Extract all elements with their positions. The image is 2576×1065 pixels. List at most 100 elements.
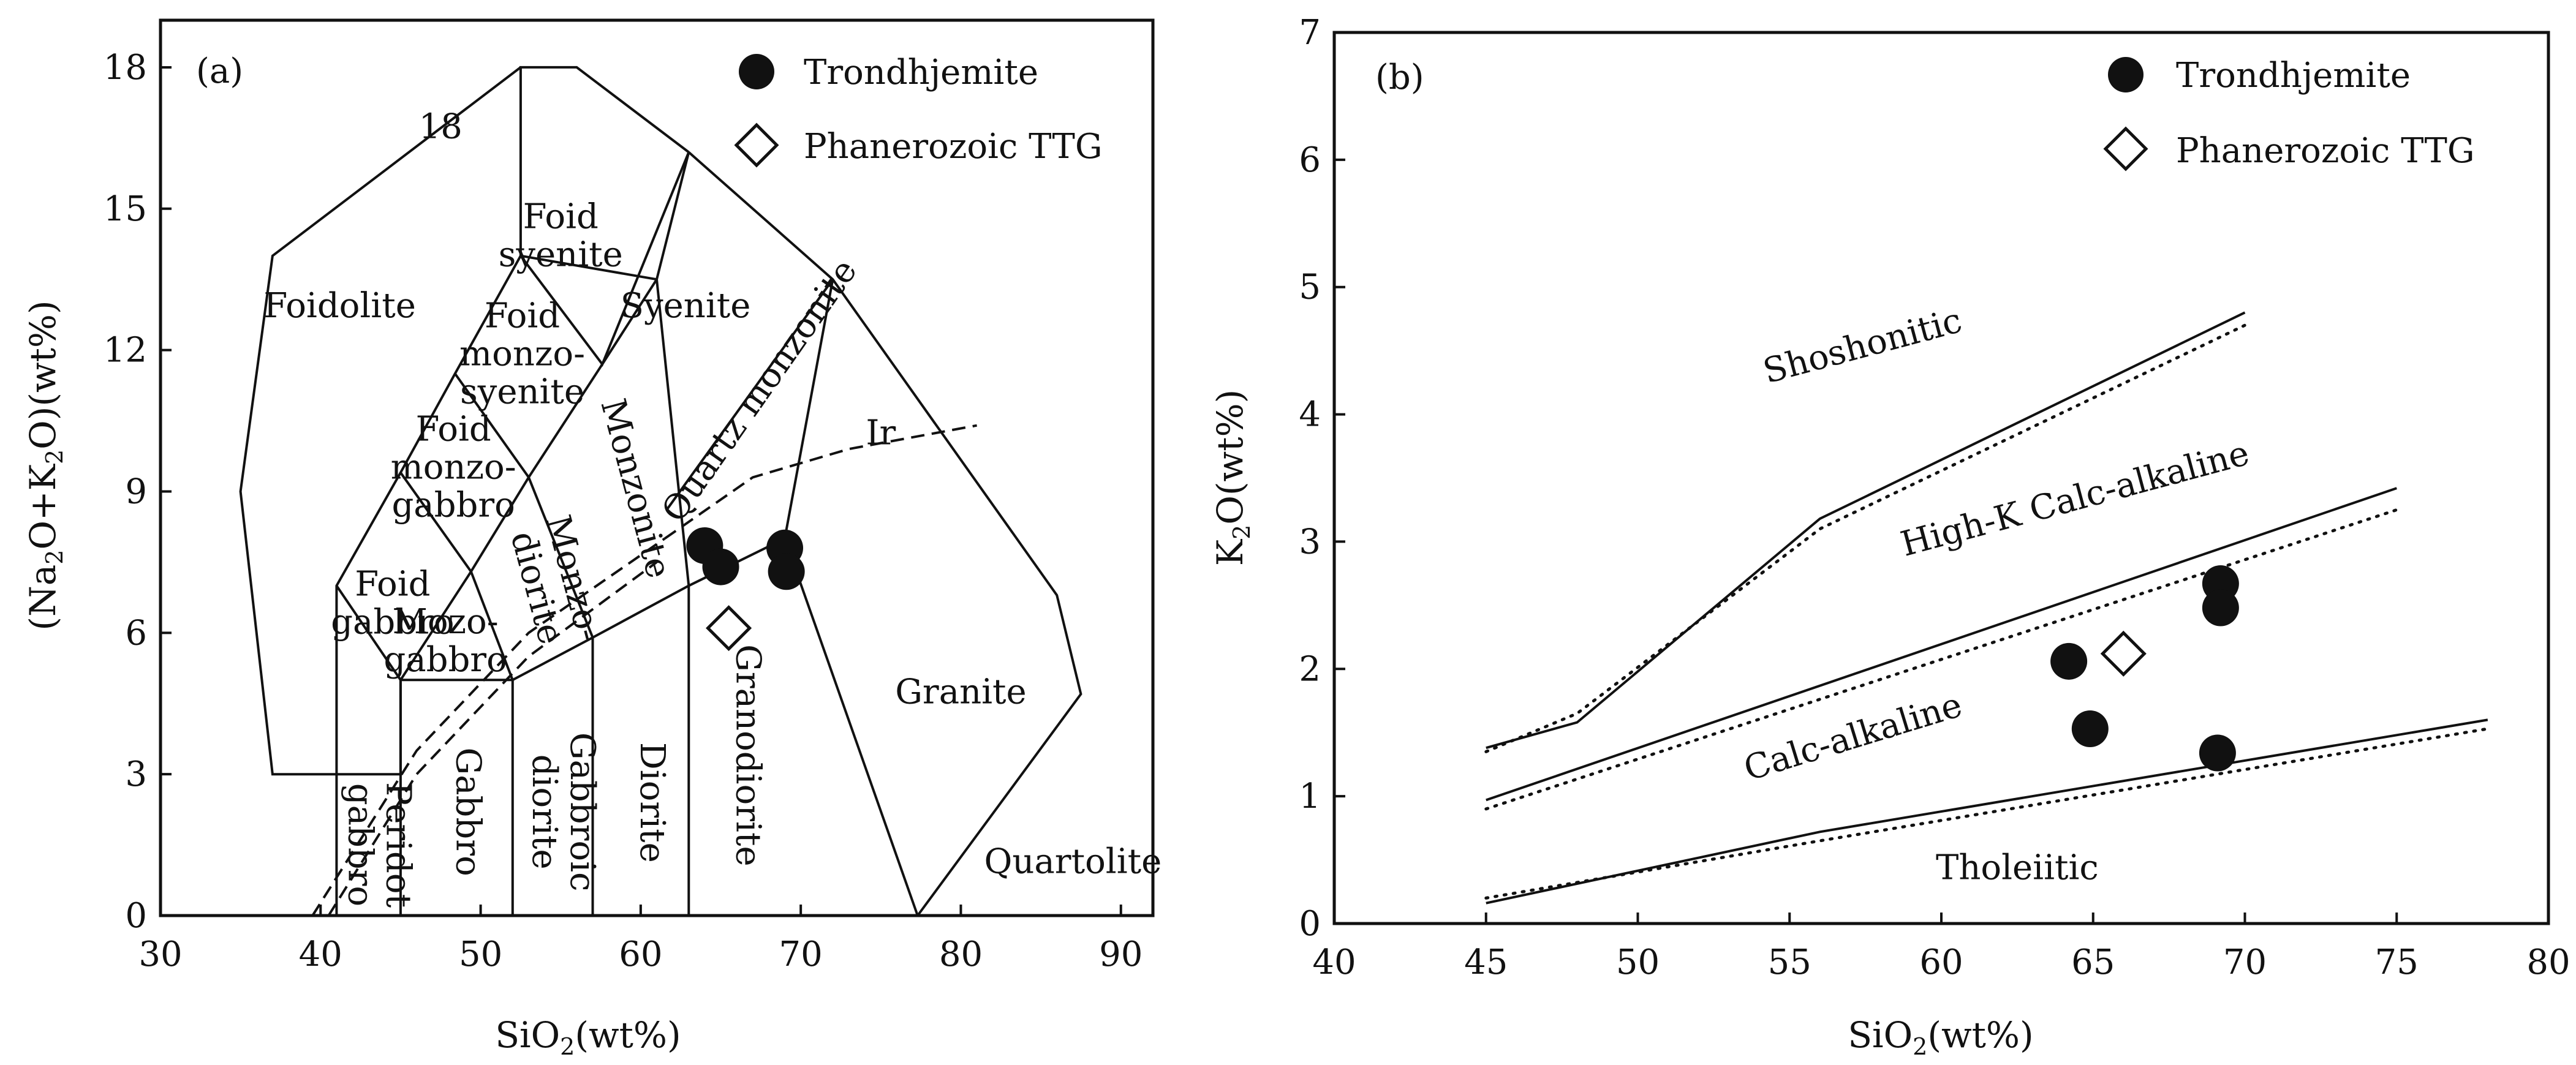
panel-b-field-label: High-K Calc-alkaline <box>1897 433 2253 564</box>
panel-a-y-tick-label: 3 <box>125 755 147 794</box>
panel-a-field-label: Granite <box>895 672 1027 712</box>
panel-a-field-label: Syenite <box>621 286 751 326</box>
panel-a-trondhjemite-point <box>768 553 805 590</box>
panel-a-field-label: Monzo-diorite <box>501 511 610 655</box>
panel-a-field-label: Quartolite <box>984 842 1161 882</box>
panel-b-legend: Trondhjemite Phanerozoic TTG <box>2103 56 2475 171</box>
panel-b-x-tick-label: 60 <box>1919 943 1963 982</box>
panel-a-field-labels: 18 Foidolite Foid syenite Syenite Foid monzo-s… <box>263 107 1161 908</box>
tas-field-boundary <box>655 279 690 586</box>
panel-a-field-label: Foidolite <box>263 286 415 326</box>
panel-a-field-label: Gabbro <box>448 748 488 876</box>
legend-ttg-marker <box>734 122 779 168</box>
panel-b-trondhjemite-point <box>2199 734 2236 772</box>
panel-b-y-axis-title: K2O(wt%) <box>1209 389 1255 566</box>
legend-ttg-label: Phanerozoic TTG <box>804 127 1103 167</box>
tas-field-boundary <box>519 66 690 256</box>
panel-b-x-tick-label: 50 <box>1616 943 1660 982</box>
panel-a-x-tick-label: 70 <box>779 935 823 974</box>
panel-a-x-axis-title: SiO2(wt%) <box>495 1014 681 1060</box>
panel-a-x-tick-label: 90 <box>1099 935 1143 974</box>
panel-b-x-tick-label: 70 <box>2223 943 2267 982</box>
panel-a-field-label: 18 <box>419 107 463 146</box>
legend-ttg-label: Phanerozoic TTG <box>2176 131 2475 171</box>
panel-a-x-tick-label: 80 <box>939 935 983 974</box>
panel-b-x-tick-label: 45 <box>1464 943 1508 982</box>
panel-b-trondhjemite-point <box>2071 710 2109 747</box>
alkaline-subalkaline-divider <box>663 424 977 540</box>
panel-a-field-label: Foid monzo-gabbro <box>391 409 516 525</box>
panel-a-field-label: Foid syenite <box>499 197 623 274</box>
panel-a-y-axis-title: (Na2O+K2O)(wt%) <box>22 300 68 630</box>
panel-a-field-label: Diorite <box>632 742 672 863</box>
panel-b-label: (b) <box>1375 58 1424 97</box>
panel-a-legend: Trondhjemite Phanerozoic TTG <box>734 53 1103 168</box>
panel-b-y-tick-label: 3 <box>1299 522 1321 562</box>
panel-a-x-tick-label: 40 <box>299 935 342 974</box>
series-boundary-dotted <box>1484 727 2490 900</box>
panel-b-data-points <box>2050 565 2239 772</box>
panel-b-series-boundaries <box>1484 311 2490 905</box>
panel-a-field-label: Gabbroicdiorite <box>524 732 602 892</box>
panel-a-axis-ticks: 30 40 50 60 70 80 90 0 3 6 9 12 15 18 <box>104 48 1143 974</box>
tas-field-boundary <box>454 372 594 638</box>
panel-b-x-tick-label: 65 <box>2071 943 2115 982</box>
alkaline-subalkaline-divider <box>311 537 666 917</box>
tas-field-boundary <box>239 66 522 776</box>
panel-b-field-label: Shoshonitic <box>1759 301 1966 392</box>
panel-a-label: (a) <box>196 51 243 91</box>
panel-b-x-tick-label: 75 <box>2375 943 2419 982</box>
panel-a-frame <box>159 18 1155 917</box>
panel-b-ttg-point <box>2100 630 2147 677</box>
tas-field-boundary <box>399 472 514 681</box>
tas-field-boundary <box>335 585 402 681</box>
legend-trondhjemite-label: Trondhjemite <box>2176 56 2411 96</box>
panel-a: (a) 30 40 50 60 70 80 90 0 3 6 9 12 15 18 18 Foidolite… <box>22 18 1161 1060</box>
tas-field-boundary <box>520 254 657 281</box>
legend-trondhjemite-label: Trondhjemite <box>804 53 1038 92</box>
panel-a-y-tick-label: 18 <box>104 48 147 88</box>
panel-a-field-label: Ir <box>866 413 896 453</box>
panel-b-trondhjemite-point <box>2202 589 2239 627</box>
panel-a-x-tick-label: 30 <box>138 935 182 974</box>
panel-a-field-label: Mozo-gabbro <box>383 602 507 680</box>
panel-a-y-tick-label: 6 <box>125 613 147 653</box>
series-boundary-dotted <box>1484 508 2398 811</box>
tas-field-boundary <box>687 151 1082 917</box>
panel-a-x-tick-label: 60 <box>619 935 662 974</box>
panel-a-field-label: Foid monzo-syenite <box>459 296 585 412</box>
panel-a-field-label: Foid gabbro <box>331 565 454 642</box>
panel-b-trondhjemite-point <box>2050 642 2088 680</box>
panel-b-y-tick-label: 7 <box>1299 13 1321 53</box>
legend-ttg-marker <box>2103 126 2148 171</box>
panel-a-field-label: Granodiorite <box>728 644 768 866</box>
series-boundary-dotted <box>1484 323 2246 753</box>
panel-a-data-points <box>686 527 805 652</box>
panel-a-y-tick-label: 9 <box>125 472 147 511</box>
panel-b-y-tick-label: 2 <box>1299 649 1321 689</box>
panel-a-x-tick-label: 50 <box>459 935 502 974</box>
legend-trondhjemite-marker <box>2108 57 2144 92</box>
panel-b-y-tick-label: 0 <box>1299 904 1321 944</box>
panel-a-trondhjemite-point <box>702 548 739 585</box>
panel-b-y-tick-label: 6 <box>1299 140 1321 180</box>
panel-b-field-label: Tholeiitic <box>1936 848 2099 887</box>
panel-a-y-tick-label: 12 <box>104 331 147 371</box>
panel-b-y-tick-label: 4 <box>1299 395 1321 435</box>
panel-b-x-tick-label: 55 <box>1768 943 1811 982</box>
series-boundary-solid <box>1486 487 2397 802</box>
panel-b-x-tick-label: 80 <box>2526 943 2570 982</box>
alkaline-subalkaline-divider <box>327 561 658 917</box>
series-boundary-solid <box>1486 311 2246 750</box>
panel-a-field-label: Peridotgabbro <box>341 782 418 908</box>
panel-b-x-tick-label: 40 <box>1312 943 1356 982</box>
panel-a-ttg-point <box>706 605 752 652</box>
panel-a-y-tick-label: 15 <box>104 189 147 229</box>
panel-a-field-label: Monzonite <box>592 394 678 582</box>
panel-b-y-tick-label: 1 <box>1299 777 1321 816</box>
panel-b-x-axis-title: SiO2(wt%) <box>1848 1014 2033 1060</box>
